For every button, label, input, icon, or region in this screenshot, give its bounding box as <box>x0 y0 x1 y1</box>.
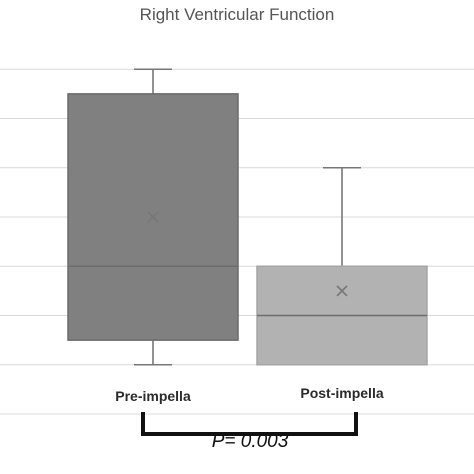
p-value-letter: P <box>212 431 225 452</box>
mean-marker <box>147 211 159 223</box>
mean-marker <box>336 285 348 297</box>
significance-bracket: P= 0.003 <box>141 412 358 452</box>
bracket-line <box>141 412 358 436</box>
category-label-pre-impella: Pre-impella <box>115 388 191 404</box>
mean-marker-stroke-b <box>147 211 159 223</box>
chart-title: Right Ventricular Function <box>140 5 335 24</box>
p-value-label: P= 0.003 <box>212 431 289 452</box>
p-value-number: = 0.003 <box>224 431 288 452</box>
category-label-post-impella: Post-impella <box>300 385 383 401</box>
box-series <box>67 68 428 366</box>
mean-marker-stroke-b <box>336 285 348 297</box>
box-pre-impella <box>67 68 239 366</box>
box-post-impella <box>256 166 428 366</box>
